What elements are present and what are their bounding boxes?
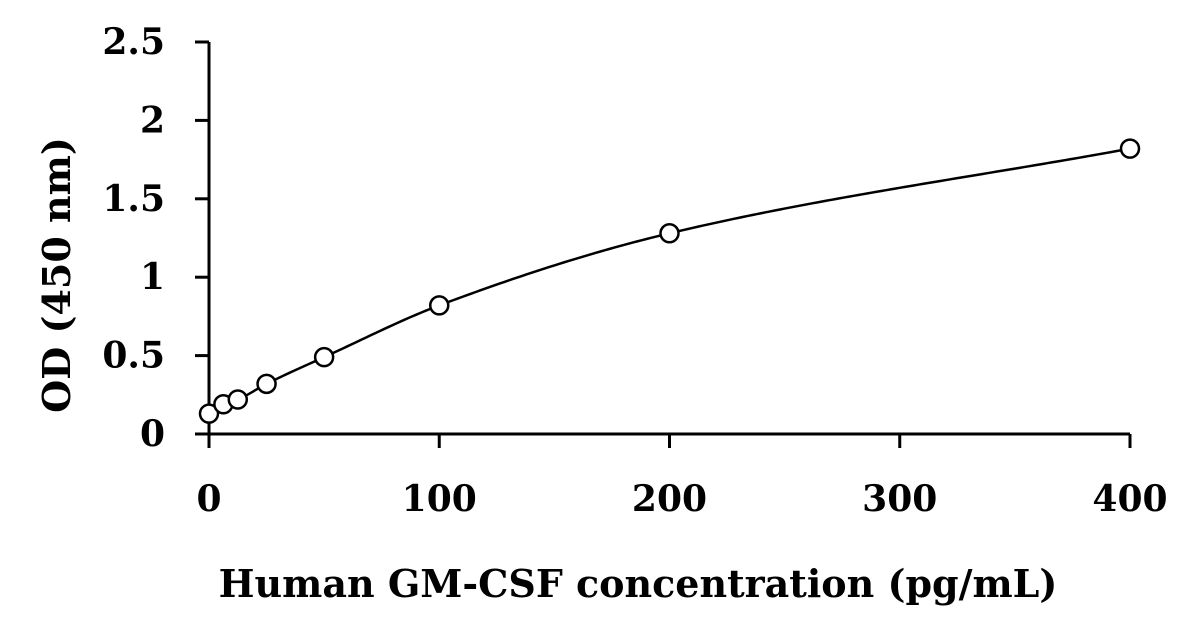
y-axis-title: OD (450 nm) (34, 137, 79, 413)
y-tick-label: 0 (140, 413, 165, 455)
fit-curve (208, 147, 1131, 415)
x-tick-label: 300 (862, 478, 937, 520)
data-point (659, 223, 680, 244)
x-ticks: 0 100 200 300 400 (196, 434, 1168, 520)
data-point (256, 373, 277, 395)
data-point (313, 346, 335, 368)
y-ticks: 0 0.5 1 1.5 2 2.5 (102, 21, 209, 455)
x-tick-label: 0 (196, 478, 221, 520)
data-point (429, 295, 450, 316)
y-tick-label: 2.5 (102, 21, 165, 63)
x-tick-label: 400 (1092, 478, 1167, 520)
x-axis-title: Human GM-CSF concentration (pg/mL) (219, 561, 1058, 606)
data-points (198, 138, 1141, 424)
y-tick-label: 0.5 (102, 335, 165, 377)
x-tick-label: 100 (402, 478, 477, 520)
data-point (1119, 138, 1141, 159)
y-tick-label: 1 (140, 256, 165, 298)
y-tick-label: 2 (140, 99, 165, 141)
x-tick-label: 200 (632, 478, 707, 520)
y-tick-label: 1.5 (102, 178, 165, 220)
data-point (198, 403, 220, 424)
data-point (227, 389, 249, 410)
